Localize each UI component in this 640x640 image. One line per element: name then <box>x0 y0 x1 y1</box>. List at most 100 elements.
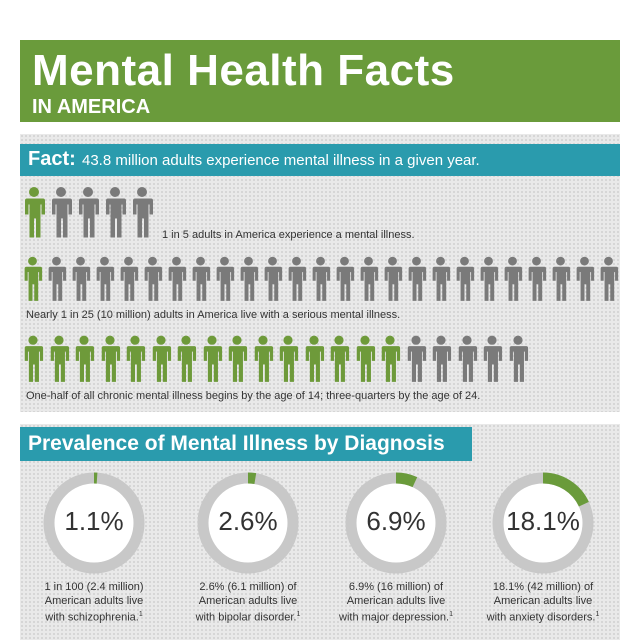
description-line: 1 in 100 (2.4 million) <box>44 581 144 593</box>
person-icon <box>203 335 222 382</box>
person-icon <box>50 335 69 382</box>
row-1-caption: 1 in 5 adults in America experience a me… <box>162 229 415 241</box>
description-line: 2.6% (6.1 million) of <box>199 581 297 593</box>
footnote-marker: 1 <box>138 611 143 618</box>
person-icon <box>254 335 273 382</box>
person-icon <box>75 335 95 382</box>
person-icon <box>458 335 477 382</box>
people-row-1 <box>22 185 154 240</box>
person-icon <box>152 335 171 382</box>
page-subtitle: IN AMERICA <box>32 96 151 118</box>
prevalence-ring: 18.1% <box>490 470 596 576</box>
person-icon <box>240 256 259 301</box>
person-icon <box>456 256 475 301</box>
person-icon <box>432 256 451 301</box>
person-icon <box>528 256 547 301</box>
person-icon <box>48 256 67 301</box>
person-icon <box>384 256 403 301</box>
person-icon <box>509 335 528 382</box>
prevalence-ring: 6.9% <box>343 470 449 576</box>
ring-percent: 2.6% <box>218 506 278 536</box>
people-row-2 <box>22 255 619 303</box>
person-icon <box>101 335 120 382</box>
page-title: Mental Health Facts <box>32 46 455 95</box>
description-line: American adults live <box>198 595 298 607</box>
person-icon <box>168 256 187 301</box>
description-line: American adults live <box>493 595 593 607</box>
prevalence-description: 6.9% (16 million) of American adults live… <box>326 580 466 625</box>
person-icon <box>192 256 211 301</box>
person-icon <box>279 335 299 382</box>
person-icon <box>288 256 307 301</box>
ring-chart <box>345 472 447 574</box>
person-icon <box>312 256 331 301</box>
ring-fill <box>43 472 145 574</box>
prevalence-description: 2.6% (6.1 million) of American adults liv… <box>178 580 318 625</box>
footnote-marker: 1 <box>296 611 301 618</box>
ring-percent: 6.9% <box>366 506 426 536</box>
description-line: with schizophrenia.1 <box>45 611 143 624</box>
person-icon <box>504 256 523 301</box>
person-icon <box>79 187 99 238</box>
person-icon <box>330 335 350 382</box>
person-icon <box>336 256 355 301</box>
description-line: 18.1% (42 million) of <box>492 581 594 593</box>
person-icon <box>24 335 44 382</box>
person-icon <box>24 256 43 301</box>
person-icon <box>120 256 139 301</box>
title-banner: Mental Health Facts IN AMERICA <box>20 40 620 122</box>
prevalence-title: Prevalence of Mental Illness by Diagnosi… <box>28 432 445 455</box>
fact-text: 43.8 million adults experience mental il… <box>82 152 480 169</box>
ring-chart <box>43 472 145 574</box>
prevalence-description: 1 in 100 (2.4 million) American adults li… <box>24 580 164 625</box>
description-line: 6.9% (16 million) of <box>348 581 444 593</box>
prevalence-banner: Prevalence of Mental Illness by Diagnosi… <box>20 427 472 461</box>
person-icon <box>72 256 91 301</box>
description-line: with major depression.1 <box>339 611 453 624</box>
description-line: American adults live <box>346 595 446 607</box>
person-icon <box>600 256 619 301</box>
person-icon <box>483 335 503 382</box>
person-icon <box>133 187 153 238</box>
person-icon <box>408 256 427 301</box>
person-icon <box>96 256 115 301</box>
prevalence-ring: 1.1% <box>41 470 147 576</box>
person-icon <box>264 256 283 301</box>
description-line: American adults live <box>44 595 144 607</box>
person-icon <box>228 335 248 382</box>
ring-fill <box>492 472 594 574</box>
footnote-marker: 1 <box>595 611 600 618</box>
description-line: with bipolar disorder.1 <box>195 611 301 624</box>
fact-banner: Fact: 43.8 million adults experience men… <box>20 144 620 176</box>
person-icon <box>25 187 45 238</box>
ring-percent: 1.1% <box>64 506 124 536</box>
ring-chart <box>197 472 299 574</box>
fact-label: Fact: <box>28 148 76 170</box>
person-icon <box>356 335 375 382</box>
person-icon <box>407 335 426 382</box>
people-row-3 <box>22 333 529 385</box>
person-icon <box>126 335 146 382</box>
person-icon <box>432 335 452 382</box>
person-icon <box>106 187 126 238</box>
person-icon <box>576 256 595 301</box>
row-3-caption: One-half of all chronic mental illness b… <box>26 390 481 402</box>
footnote-marker: 1 <box>449 611 453 618</box>
ring-chart <box>492 472 594 574</box>
person-icon <box>52 187 72 238</box>
person-icon <box>144 256 163 301</box>
person-icon <box>381 335 401 382</box>
ring-fill <box>197 472 299 574</box>
prevalence-ring: 2.6% <box>195 470 301 576</box>
person-icon <box>177 335 197 382</box>
person-icon <box>305 335 324 382</box>
prevalence-description: 18.1% (42 million) of American adults liv… <box>473 580 613 625</box>
ring-fill <box>345 472 447 574</box>
ring-percent: 18.1% <box>506 506 580 536</box>
row-2-caption: Nearly 1 in 25 (10 million) adults in Am… <box>26 309 401 321</box>
person-icon <box>216 256 235 301</box>
person-icon <box>480 256 499 301</box>
description-line: with anxiety disorders.1 <box>486 611 600 624</box>
person-icon <box>360 256 379 301</box>
person-icon <box>552 256 571 301</box>
